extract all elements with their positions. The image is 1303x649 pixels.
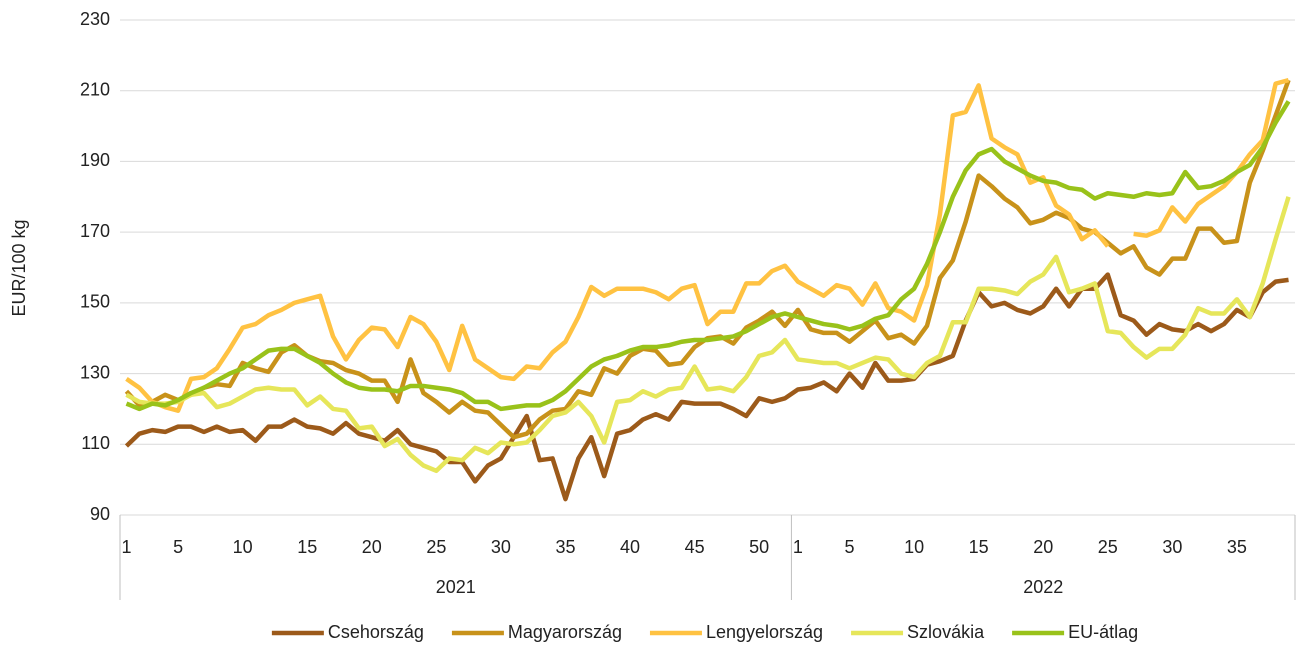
- legend-label: Lengyelország: [706, 622, 823, 642]
- y-tick-label: 130: [80, 362, 110, 382]
- x-tick-label: 35: [555, 537, 575, 557]
- x-group-label: 2021: [436, 577, 476, 597]
- x-tick-label: 10: [904, 537, 924, 557]
- x-tick-label: 30: [491, 537, 511, 557]
- y-tick-label: 90: [90, 504, 110, 524]
- x-tick-label: 45: [685, 537, 705, 557]
- x-tick-label: 25: [1098, 537, 1118, 557]
- x-tick-label: 35: [1227, 537, 1247, 557]
- series-line: [125, 77, 1290, 413]
- legend-label: EU-átlag: [1068, 622, 1138, 642]
- x-tick-label: 25: [426, 537, 446, 557]
- x-tick-label: 40: [620, 537, 640, 557]
- x-tick-label: 20: [1033, 537, 1053, 557]
- y-tick-label: 190: [80, 150, 110, 170]
- series-line: [124, 79, 1291, 440]
- x-tick-label: 30: [1162, 537, 1182, 557]
- x-tick-label: 10: [233, 537, 253, 557]
- y-tick-label: 230: [80, 9, 110, 29]
- y-axis-label: EUR/100 kg: [9, 219, 29, 316]
- legend-label: Csehország: [328, 622, 424, 642]
- x-tick-label: 15: [297, 537, 317, 557]
- x-tick-label: 5: [173, 537, 183, 557]
- x-tick-label: 15: [969, 537, 989, 557]
- series-line: [125, 196, 1291, 474]
- y-tick-label: 210: [80, 79, 110, 99]
- x-tick-label: 20: [362, 537, 382, 557]
- x-tick-label: 50: [749, 537, 769, 557]
- legend-label: Magyarország: [508, 622, 622, 642]
- series-line: [125, 100, 1291, 412]
- legend-label: Szlovákia: [907, 622, 985, 642]
- x-tick-label: 1: [121, 537, 131, 557]
- x-tick-label: 1: [793, 537, 803, 557]
- y-tick-label: 110: [81, 433, 110, 453]
- x-group-label: 2022: [1023, 577, 1063, 597]
- legend: Csehország Magyarország Lengyelország Szlov…: [271, 622, 1138, 642]
- x-tick-label: 5: [845, 537, 855, 557]
- y-tick-label: 150: [80, 292, 110, 312]
- y-tick-label: 170: [80, 221, 110, 241]
